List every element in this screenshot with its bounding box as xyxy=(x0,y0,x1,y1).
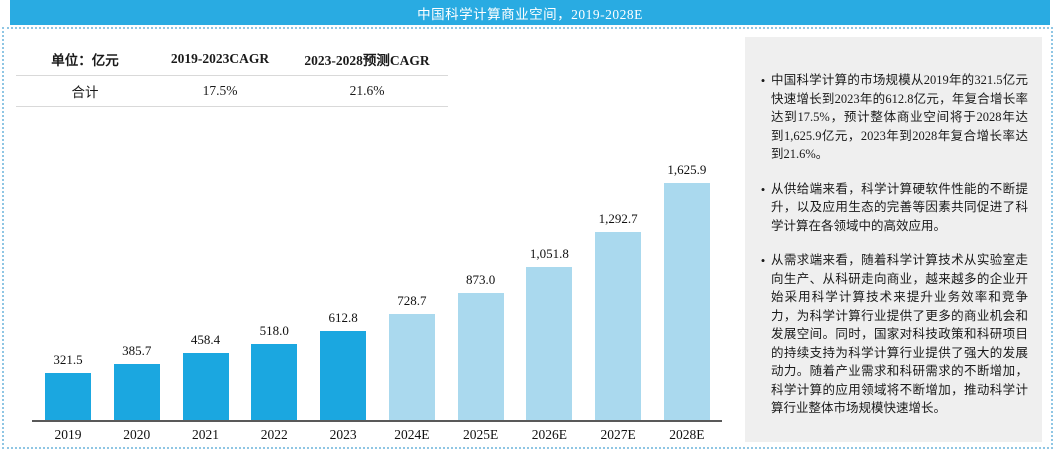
bar-value-label: 385.7 xyxy=(122,343,152,358)
bar-2024E xyxy=(388,314,435,420)
insight-bullet-1: • 中国科学计算的市场规模从2019年的321.5亿元快速增长到2023年的612… xyxy=(755,71,1028,164)
x-tick-label-2023: 2023 xyxy=(329,427,357,442)
bar-2019 xyxy=(45,373,91,420)
bar-group-2022: 518.0 xyxy=(251,323,298,420)
bar-group-2027E: 1,292.7 xyxy=(595,211,642,420)
x-tick-label-2019: 2019 xyxy=(54,427,82,442)
bar-group-2025E: 873.0 xyxy=(457,272,504,420)
x-tick-label-2026E: 2026E xyxy=(531,427,567,442)
table-divider xyxy=(16,106,448,107)
bar-2023 xyxy=(320,331,367,420)
table-header-unit: 单位：亿元 xyxy=(51,52,119,68)
table-header-row: 单位：亿元 2019-2023CAGR 2023-2028预测CAGR xyxy=(16,42,448,75)
bar-value-label: 1,292.7 xyxy=(598,211,638,226)
cagr-summary-table: 单位：亿元 2019-2023CAGR 2023-2028预测CAGR 合计 1… xyxy=(16,42,448,107)
bar-2028E xyxy=(663,183,710,420)
bar-2027E xyxy=(595,232,642,420)
bar-series: 321.5 385.7 458.4 518.0 612.8 728.7 873.0 1,051… xyxy=(45,150,710,420)
bar-2022 xyxy=(251,344,298,420)
bar-value-label: 728.7 xyxy=(397,293,427,308)
table-header-cagr-2019-2023: 2019-2023CAGR xyxy=(170,50,270,66)
insights-list: • 中国科学计算的市场规模从2019年的321.5亿元快速增长到2023年的612… xyxy=(755,71,1028,418)
bar-group-2028E: 1,625.9 xyxy=(663,162,710,420)
bar-value-label: 518.0 xyxy=(259,323,289,338)
chart-title: 中国科学计算商业空间，2019-2028E xyxy=(417,6,643,22)
x-tick-label-2027E: 2027E xyxy=(600,427,636,442)
x-axis-line xyxy=(32,420,722,422)
bullet-icon: • xyxy=(760,253,766,268)
bar-group-2019: 321.5 xyxy=(45,352,91,420)
bullet-text: 中国科学计算的市场规模从2019年的321.5亿元快速增长到2023年的612.… xyxy=(771,73,1028,161)
table-row: 合计 17.5% 21.6% xyxy=(16,76,448,106)
bar-value-label: 1,625.9 xyxy=(667,162,707,177)
bar-2026E xyxy=(526,267,573,420)
bar-value-label: 1,051.8 xyxy=(529,246,569,261)
bar-group-2023: 612.8 xyxy=(320,310,367,420)
x-tick-label-2025E: 2025E xyxy=(462,427,499,442)
x-axis-labels: 2019 2020 2021 2022 2023 2024E 2025E 2026E 2027E… xyxy=(45,427,710,443)
x-tick-label-2024E: 2024E xyxy=(394,427,430,442)
bar-group-2024E: 728.7 xyxy=(388,293,435,420)
bar-2025E xyxy=(457,293,504,420)
bar-2020 xyxy=(113,364,160,420)
bar-2021 xyxy=(182,353,229,420)
x-tick-label-2020: 2020 xyxy=(123,427,151,442)
bullet-icon: • xyxy=(760,73,766,88)
table-cell-cagr-forecast: 21.6% xyxy=(349,83,385,98)
bullet-text: 从供给端来看，科学计算硬软件性能的不断提升，以及应用生态的完善等因素共同促进了科… xyxy=(771,181,1028,233)
bar-group-2021: 458.4 xyxy=(182,332,229,420)
bullet-text: 从需求端来看，随着科学计算技术从实验室走向生产、从科研走向商业，越来越多的企业开… xyxy=(771,253,1028,415)
insight-bullet-2: • 从供给端来看，科学计算硬软件性能的不断提升，以及应用生态的完善等因素共同促进了… xyxy=(755,180,1028,236)
table-divider xyxy=(16,75,448,76)
bar-group-2020: 385.7 xyxy=(113,343,160,420)
bar-value-label: 873.0 xyxy=(465,272,496,287)
bar-value-label: 612.8 xyxy=(328,310,358,325)
x-tick-label-2028E: 2028E xyxy=(669,427,705,442)
table-header-cagr-2023-2028: 2023-2028预测CAGR xyxy=(304,52,430,68)
table-cell-total-label: 合计 xyxy=(71,85,99,100)
chart-title-band: 中国科学计算商业空间，2019-2028E xyxy=(10,0,1050,25)
bar-group-2026E: 1,051.8 xyxy=(526,246,573,420)
bar-value-label: 458.4 xyxy=(190,332,221,347)
insight-panel: • 中国科学计算的市场规模从2019年的321.5亿元快速增长到2023年的612… xyxy=(745,37,1042,442)
x-tick-label-2022: 2022 xyxy=(260,427,288,442)
bar-value-label: 321.5 xyxy=(53,352,83,367)
bullet-icon: • xyxy=(760,181,766,197)
x-tick-label-2021: 2021 xyxy=(192,427,220,442)
table-cell-cagr-historical: 17.5% xyxy=(202,83,238,98)
insight-bullet-3: • 从需求端来看，随着科学计算技术从实验室走向生产、从科研走向商业，越来越多的企业… xyxy=(755,251,1028,418)
